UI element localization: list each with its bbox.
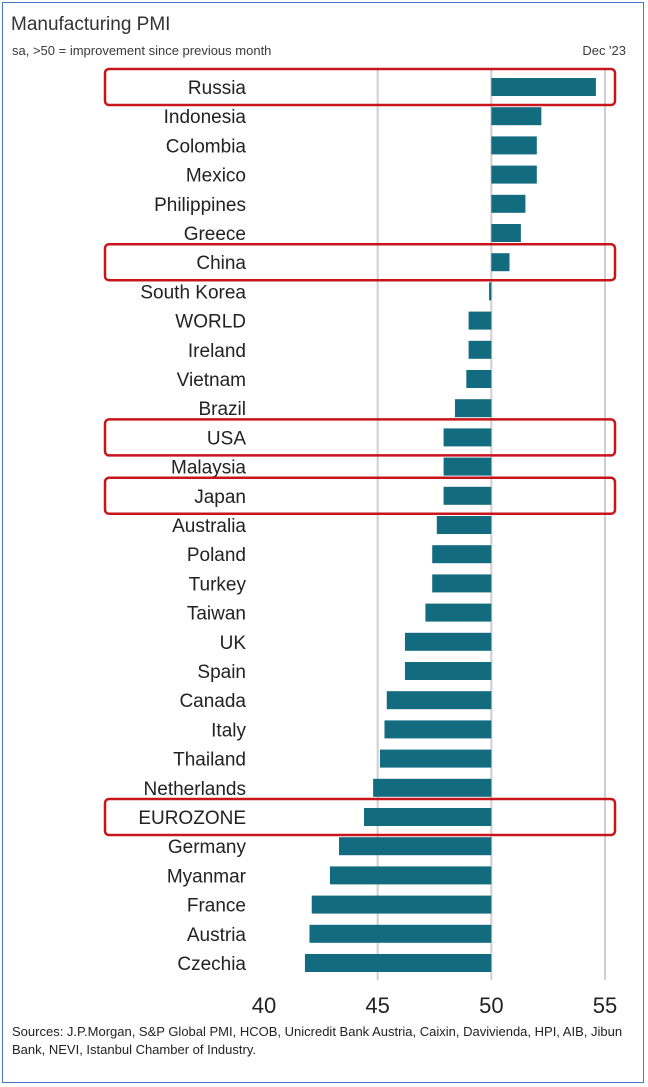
bar-taiwan	[425, 603, 492, 622]
category-label: Thailand	[173, 750, 246, 771]
category-label: France	[187, 896, 246, 917]
x-tick-label: 55	[593, 993, 617, 1018]
bar-ireland	[468, 340, 492, 359]
sources-note: Sources: J.P.Morgan, S&P Global PMI, HCO…	[12, 1024, 623, 1057]
chart-title: Manufacturing PMI	[11, 14, 171, 35]
bar-italy	[384, 720, 492, 739]
category-label: Italy	[211, 720, 246, 741]
category-label: Poland	[187, 545, 246, 566]
category-label: Mexico	[186, 166, 246, 187]
category-label: China	[196, 253, 246, 274]
bar-uk	[404, 632, 492, 651]
category-label: WORLD	[175, 312, 246, 333]
bar-south-korea	[489, 282, 492, 301]
category-label: Czechia	[177, 954, 246, 975]
bar-turkey	[432, 574, 492, 593]
highlight-box-usa	[103, 418, 617, 457]
bar-malaysia	[443, 457, 492, 476]
bar-mexico	[491, 165, 537, 184]
category-label: South Korea	[140, 282, 246, 303]
bar-germany	[339, 837, 492, 856]
bar-canada	[386, 691, 492, 710]
bar-brazil	[454, 399, 492, 418]
bar-japan	[443, 486, 492, 505]
bar-indonesia	[491, 107, 542, 126]
bar-colombia	[491, 136, 537, 155]
category-label: Canada	[179, 691, 246, 712]
x-tick-label: 45	[365, 993, 389, 1018]
bar-thailand	[379, 749, 492, 768]
bar-myanmar	[329, 866, 492, 885]
category-label: Greece	[184, 224, 246, 245]
highlight-box-japan	[103, 476, 617, 516]
category-label: Brazil	[198, 399, 246, 420]
category-label: Austria	[187, 925, 247, 946]
highlight-box-russia	[103, 67, 617, 107]
bar-poland	[432, 545, 492, 564]
category-label: Vietnam	[177, 370, 246, 391]
bar-eurozone	[364, 808, 492, 826]
bar-czechia	[304, 954, 492, 972]
category-label: Netherlands	[144, 779, 246, 800]
x-tick-label: 40	[252, 993, 276, 1018]
category-label: Colombia	[166, 136, 247, 157]
bar-france	[311, 895, 492, 914]
category-label: Turkey	[189, 574, 247, 595]
category-label: Taiwan	[187, 604, 246, 625]
bar-russia	[491, 78, 596, 96]
highlight-box-china	[103, 242, 617, 282]
chart-date: Dec '23	[582, 43, 626, 58]
category-label: Germany	[168, 837, 247, 858]
bar-austria	[309, 924, 492, 943]
category-label: USA	[207, 428, 246, 449]
category-label: Russia	[188, 78, 247, 99]
highlight-box-eurozone	[103, 797, 617, 837]
bar-china	[491, 253, 510, 272]
category-label: UK	[220, 633, 247, 654]
category-label: Myanmar	[167, 866, 247, 887]
bar-philippines	[491, 194, 526, 213]
chart-subtitle: sa, >50 = improvement since previous mon…	[12, 43, 272, 58]
bar-world	[468, 311, 492, 330]
category-label: Philippines	[154, 195, 246, 216]
bar-netherlands	[373, 778, 492, 797]
bar-usa	[443, 428, 492, 447]
category-label: Ireland	[188, 341, 246, 362]
category-label: EUROZONE	[138, 808, 246, 829]
x-tick-label: 50	[479, 993, 503, 1018]
bar-australia	[436, 516, 492, 534]
bar-vietnam	[466, 370, 492, 388]
category-label: Japan	[194, 487, 246, 508]
category-label: Indonesia	[164, 107, 247, 128]
category-label: Malaysia	[171, 458, 246, 479]
bar-greece	[491, 224, 521, 242]
category-label: Spain	[197, 662, 246, 683]
bar-spain	[404, 662, 492, 680]
category-label: Australia	[172, 516, 246, 537]
